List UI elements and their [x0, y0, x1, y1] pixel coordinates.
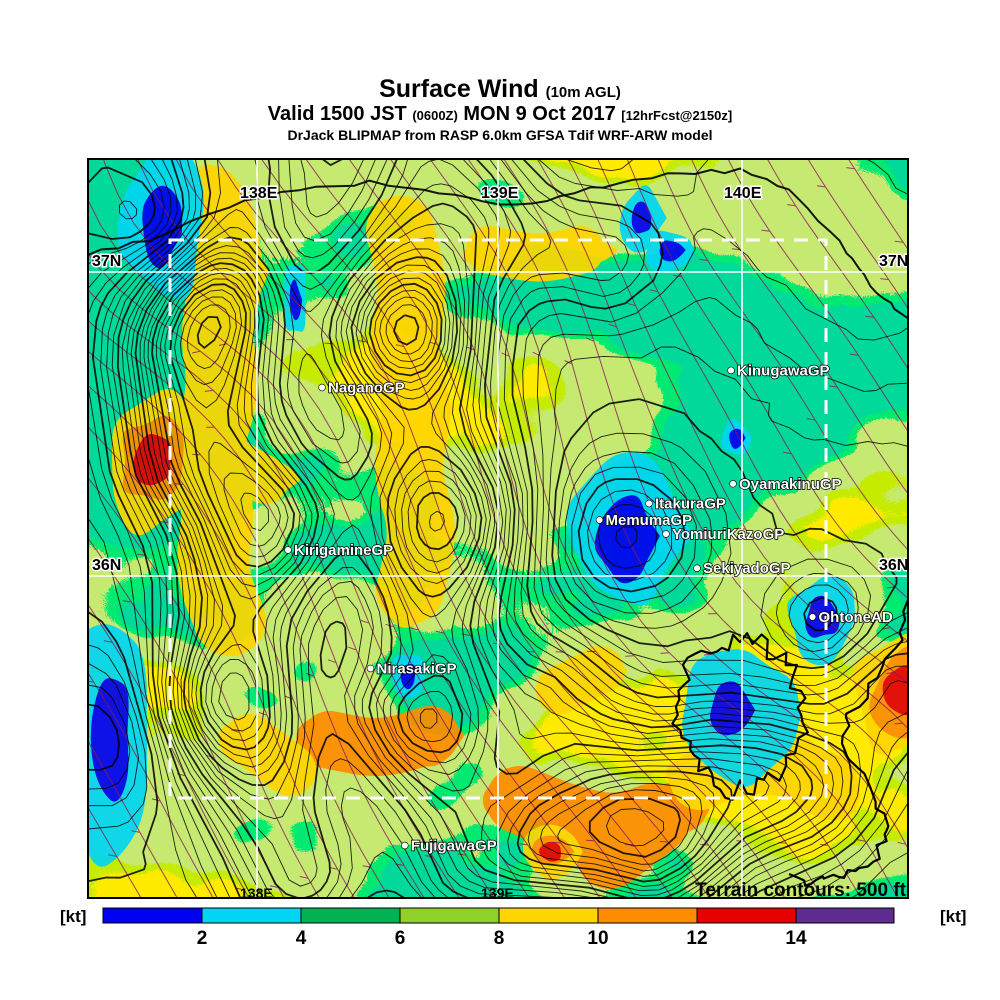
svg-text:36N: 36N — [879, 557, 908, 574]
svg-text:[kt]: [kt] — [940, 907, 966, 926]
svg-text:2: 2 — [197, 928, 208, 949]
svg-text:[kt]: [kt] — [60, 907, 86, 926]
svg-text:KinugawaGP: KinugawaGP — [737, 362, 830, 379]
svg-text:OyamakinuGP: OyamakinuGP — [739, 476, 842, 493]
svg-text:10: 10 — [587, 928, 608, 949]
svg-text:12: 12 — [686, 928, 707, 949]
svg-text:37N: 37N — [879, 253, 908, 270]
svg-text:OhtoneAD: OhtoneAD — [819, 609, 893, 626]
svg-text:NirasakiGP: NirasakiGP — [377, 661, 457, 678]
svg-text:4: 4 — [296, 928, 307, 949]
svg-text:ItakuraGP: ItakuraGP — [655, 496, 726, 513]
svg-text:138E: 138E — [240, 185, 278, 202]
svg-text:SekiyadoGP: SekiyadoGP — [703, 560, 791, 577]
svg-text:139E: 139E — [481, 185, 519, 202]
svg-text:Terrain contours: 500 ft: Terrain contours: 500 ft — [695, 880, 906, 901]
svg-text:8: 8 — [494, 928, 505, 949]
svg-text:KirigamineGP: KirigamineGP — [294, 542, 393, 559]
svg-text:6: 6 — [395, 928, 406, 949]
svg-text:NaganoGP: NaganoGP — [328, 380, 405, 397]
svg-text:36N: 36N — [92, 557, 121, 574]
svg-text:14: 14 — [785, 928, 807, 949]
svg-text:FujigawaGP: FujigawaGP — [411, 838, 497, 855]
svg-text:140E: 140E — [724, 185, 762, 202]
svg-text:YomiuriKazoGP: YomiuriKazoGP — [672, 526, 784, 543]
svg-text:37N: 37N — [92, 253, 121, 270]
